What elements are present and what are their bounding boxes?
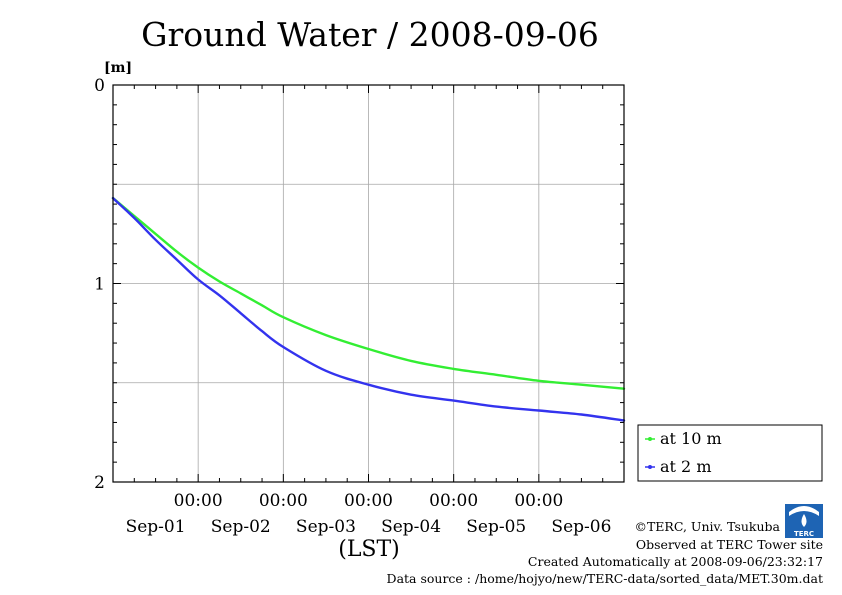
footer-observed: Observed at TERC Tower site	[636, 537, 823, 552]
chart-title: Ground Water / 2008-09-06	[141, 15, 599, 54]
x-date-label-4: Sep-05	[466, 517, 526, 537]
legend-marker-0	[648, 437, 652, 441]
legend-label-0: at 10 m	[660, 429, 722, 448]
x-tick-time-label-2: 00:00	[344, 491, 393, 511]
legend-marker-1	[648, 465, 652, 469]
footer-copyright: ©TERC, Univ. Tsukuba	[634, 519, 780, 534]
x-date-label-0: Sep-01	[126, 517, 186, 537]
footer-source: Data source : /home/hojyo/new/TERC-data/…	[387, 571, 823, 586]
x-tick-time-label-3: 00:00	[429, 491, 478, 511]
logo-drop-icon	[801, 514, 807, 527]
x-tick-time-label-4: 00:00	[514, 491, 563, 511]
series-lines	[111, 196, 626, 422]
axis-ticks	[112, 84, 625, 483]
plot-area	[111, 84, 626, 483]
y-axis-unit-label: [m]	[104, 60, 132, 76]
series-line-1	[111, 196, 626, 422]
x-tick-time-label-0: 00:00	[174, 491, 223, 511]
y-tick-label-1: 1	[94, 275, 105, 295]
x-axis-tick-labels: 00:00 00:00 00:00 00:00 00:00 Sep-01 Sep-02 Sep…	[126, 491, 612, 537]
x-date-label-5: Sep-06	[551, 517, 611, 537]
x-axis-label: (LST)	[338, 537, 400, 562]
x-date-label-1: Sep-02	[211, 517, 271, 537]
series-line-0	[111, 196, 626, 390]
grid-lines	[113, 85, 624, 482]
logo-text: TERC	[794, 530, 814, 538]
legend-label-1: at 2 m	[660, 457, 712, 476]
logo-wave-icon	[789, 506, 819, 516]
footer: ©TERC, Univ. Tsukuba Observed at TERC To…	[387, 519, 823, 586]
y-axis-tick-labels: 0 1 2	[94, 76, 105, 493]
x-date-label-3: Sep-04	[381, 517, 441, 537]
y-tick-label-0: 0	[94, 76, 105, 96]
x-tick-time-label-1: 00:00	[259, 491, 308, 511]
footer-created: Created Automatically at 2008-09-06/23:3…	[528, 554, 823, 569]
terc-logo: TERC	[785, 504, 823, 538]
legend-box	[637, 424, 823, 482]
legend: at 10 m at 2 m	[637, 424, 823, 482]
x-date-label-2: Sep-03	[296, 517, 356, 537]
y-tick-label-2: 2	[94, 473, 105, 493]
